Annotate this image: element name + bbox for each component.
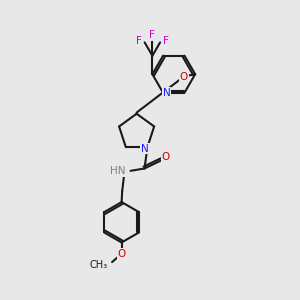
Text: N: N	[141, 144, 149, 154]
Text: F: F	[163, 36, 168, 46]
Text: N: N	[163, 88, 170, 98]
Text: O: O	[118, 249, 126, 259]
Text: F: F	[149, 30, 155, 40]
Text: HN: HN	[110, 166, 125, 176]
Text: O: O	[162, 152, 170, 162]
Text: O: O	[180, 72, 188, 82]
Text: CH₃: CH₃	[89, 260, 108, 270]
Text: F: F	[136, 36, 142, 46]
